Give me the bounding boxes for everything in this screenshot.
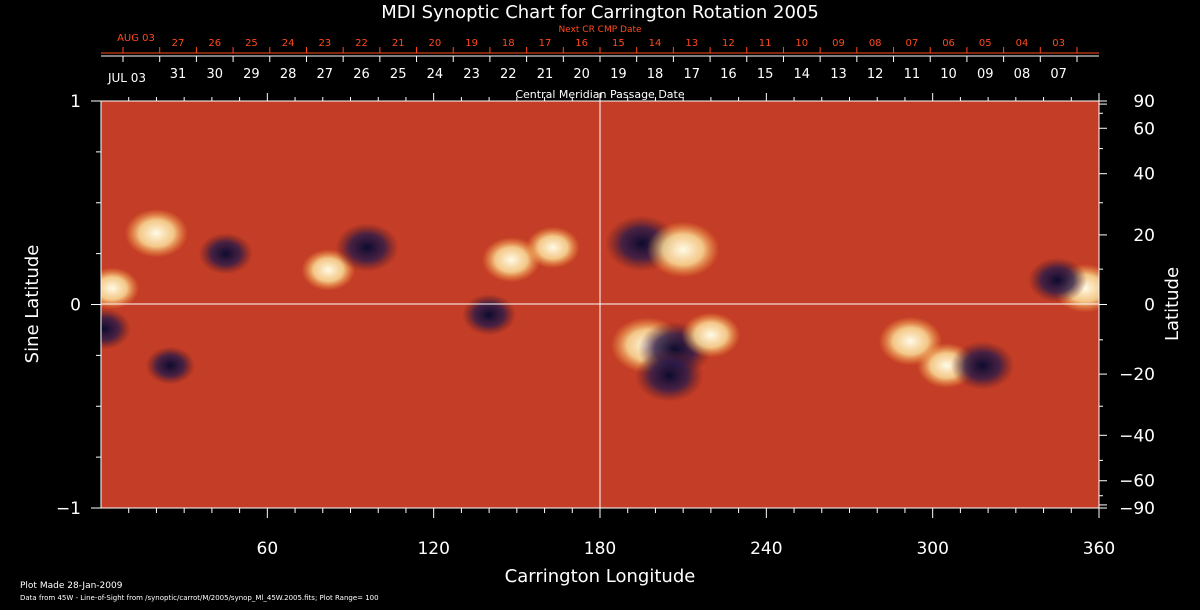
y-axis-label-right: Latitude xyxy=(1162,267,1183,341)
cmp-date-label: 08 xyxy=(1014,67,1031,82)
cmp-date-label: 29 xyxy=(243,67,260,82)
x-tick-label: 60 xyxy=(257,539,279,559)
next-cr-ticks: 27 26 25 24 23 22 21 20 19 18 17 16 15 14 13 12 11 10 09 08… xyxy=(122,38,1078,53)
y-right-tick-label: −90 xyxy=(1119,499,1155,519)
x-tick-label: 300 xyxy=(916,539,948,559)
y-right-tick-label: 60 xyxy=(1133,119,1155,139)
next-cr-date-label: 15 xyxy=(612,38,625,49)
plot-made-note: Plot Made 28-Jan-2009 xyxy=(20,581,123,591)
cmp-date-label: 18 xyxy=(647,67,664,82)
cmp-date-label: 24 xyxy=(427,67,444,82)
cmp-date-label: 30 xyxy=(206,67,223,82)
y-right-tick-label: −20 xyxy=(1119,365,1155,385)
cmp-date-label: 09 xyxy=(977,67,994,82)
next-cr-date-label: 22 xyxy=(355,38,368,49)
cmp-ticks: 31 30 29 28 27 26 25 24 23 22 21 20 19 18 17 16 15 14 13 12… xyxy=(101,55,1099,82)
x-tick-label: 120 xyxy=(417,539,449,559)
cmp-date-label: 17 xyxy=(683,67,700,82)
y-right-tick-label: 40 xyxy=(1133,165,1155,185)
x-axis: 60 120 180 240 300 360 xyxy=(128,93,1115,559)
next-cr-date-label: 20 xyxy=(429,38,442,49)
next-cr-date-label: 09 xyxy=(832,38,845,49)
chart-title: MDI Synoptic Chart for Carrington Rotati… xyxy=(381,2,819,23)
next-cr-date-label: 26 xyxy=(208,38,221,49)
cmp-date-label: 22 xyxy=(500,67,517,82)
cmp-date-label: 26 xyxy=(353,67,370,82)
active-region-negative xyxy=(462,293,517,336)
active-regions xyxy=(101,208,1099,402)
y-left-tick-label: 1 xyxy=(70,92,81,112)
cmp-date-label: 15 xyxy=(757,67,774,82)
y-right-tick-label: −60 xyxy=(1119,472,1155,492)
left-y-axis: 1 0 −1 xyxy=(56,92,101,519)
x-axis-label: Carrington Longitude xyxy=(505,566,696,587)
y-right-tick-label: 20 xyxy=(1133,226,1155,246)
active-region-positive xyxy=(525,226,580,269)
next-cr-date-label: 07 xyxy=(906,38,919,49)
next-cr-start-label: AUG 03 xyxy=(117,33,155,44)
data-source-note: Data from 45W - Line-of-Sight from /syno… xyxy=(20,594,379,602)
cmp-date-label: 07 xyxy=(1050,67,1067,82)
next-cr-date-label: 04 xyxy=(1016,38,1029,49)
active-region-negative xyxy=(1028,257,1087,303)
active-region-positive xyxy=(124,208,189,258)
y-right-tick-label: 0 xyxy=(1144,296,1155,316)
x-tick-label: 180 xyxy=(584,539,616,559)
next-cr-date-label: 25 xyxy=(245,38,258,49)
cmp-date-label: 20 xyxy=(573,67,590,82)
next-cr-date-label: 11 xyxy=(759,38,772,49)
next-cr-date-label: 21 xyxy=(392,38,405,49)
x-tick-label: 240 xyxy=(750,539,782,559)
active-region-positive xyxy=(101,267,140,310)
cmp-date-label: 16 xyxy=(720,67,737,82)
active-region-negative xyxy=(198,232,253,275)
cmp-date-label: 14 xyxy=(794,67,811,82)
y-left-tick-label: −1 xyxy=(56,499,81,519)
active-region-negative xyxy=(950,341,1015,390)
next-cr-date-label: 05 xyxy=(979,38,992,49)
y-right-tick-label: 90 xyxy=(1133,92,1155,112)
active-region-positive xyxy=(681,312,741,358)
next-cr-date-label: 17 xyxy=(539,38,552,49)
next-cr-date-label: 16 xyxy=(575,38,588,49)
y-left-tick-label: 0 xyxy=(70,296,81,316)
cmp-date-label: 25 xyxy=(390,67,407,82)
next-cr-date-label: 18 xyxy=(502,38,515,49)
active-region-negative xyxy=(145,346,196,385)
cmp-date-label: 31 xyxy=(170,67,187,82)
next-cr-date-label: 19 xyxy=(465,38,478,49)
cmp-date-label: 19 xyxy=(610,67,627,82)
y-axis-label-left: Sine Latitude xyxy=(22,245,43,364)
active-region-positive xyxy=(646,221,720,278)
cmp-date-label: 10 xyxy=(940,67,957,82)
next-cr-date-label: 12 xyxy=(722,38,735,49)
next-cr-date-label: 03 xyxy=(1052,38,1065,49)
next-cr-date-label: 14 xyxy=(649,38,662,49)
next-cr-date-label: 24 xyxy=(282,38,295,49)
cmp-date-label: 12 xyxy=(867,67,884,82)
active-region-negative xyxy=(635,349,704,402)
next-cr-axis-label: Next CR CMP Date xyxy=(558,25,642,35)
active-region-negative xyxy=(101,308,131,350)
next-cr-date-label: 06 xyxy=(942,38,955,49)
next-cr-date-label: 27 xyxy=(172,38,185,49)
x-tick-label: 360 xyxy=(1083,539,1115,559)
cmp-date-label: 27 xyxy=(317,67,334,82)
cmp-date-label: 23 xyxy=(463,67,480,82)
cmp-date-label: 21 xyxy=(537,67,554,82)
next-cr-date-label: 08 xyxy=(869,38,882,49)
next-cr-date-label: 23 xyxy=(318,38,331,49)
cmp-start-label: JUL 03 xyxy=(107,71,146,85)
active-region-negative xyxy=(335,223,399,272)
y-right-tick-label: −40 xyxy=(1119,426,1155,446)
next-cr-date-label: 10 xyxy=(795,38,808,49)
cmp-date-label: 13 xyxy=(830,67,847,82)
cmp-date-label: 28 xyxy=(280,67,297,82)
next-cr-date-label: 13 xyxy=(685,38,698,49)
cmp-date-label: 11 xyxy=(904,67,921,82)
right-y-axis: 90 60 40 20 0 −20 −40 −60 −90 xyxy=(1099,92,1155,519)
